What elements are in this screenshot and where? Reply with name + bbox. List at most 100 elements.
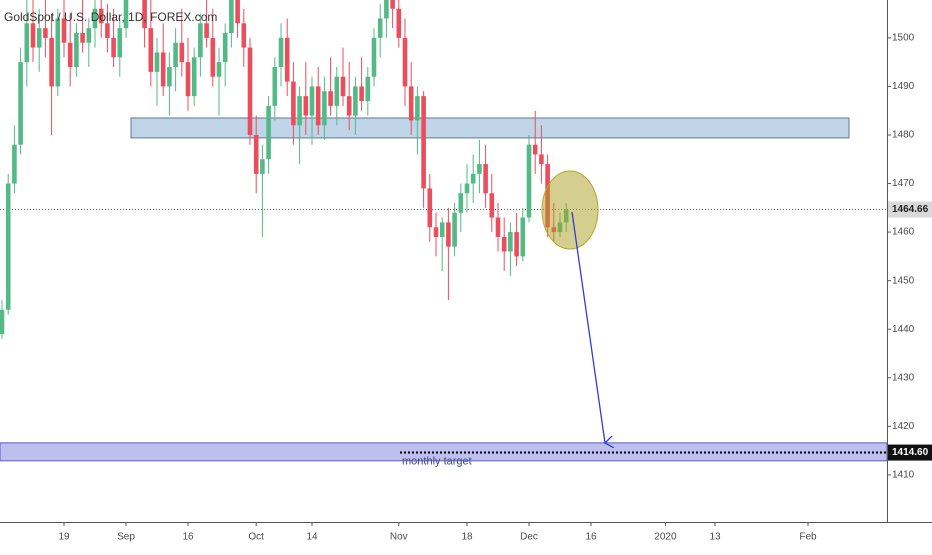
candle-body: [216, 62, 222, 77]
candle-body: [235, 0, 240, 24]
candle-body: [433, 227, 439, 237]
y-tick-label: 1480: [892, 130, 915, 141]
candle-body: [67, 42, 73, 68]
candle-body: [36, 28, 42, 48]
target-arrow: [571, 211, 605, 443]
candle-body: [92, 8, 98, 29]
candle-body: [446, 222, 451, 247]
candle-body: [470, 173, 476, 184]
candle-body: [167, 67, 172, 87]
candle-body: [464, 183, 470, 194]
target-text: monthly target: [402, 455, 472, 467]
candle-body: [61, 18, 67, 43]
x-tick-label: Dec: [520, 532, 538, 543]
y-tick-label: 1470: [892, 178, 915, 189]
candle-body: [266, 105, 271, 160]
candle-body: [86, 28, 92, 43]
candle-body: [371, 37, 377, 77]
candle-body: [179, 42, 185, 63]
candle-body: [365, 76, 371, 102]
candle-body: [111, 37, 116, 58]
candle-body: [489, 193, 495, 218]
candle-body: [390, 0, 395, 9]
candle-body: [501, 236, 507, 252]
candle-body: [43, 28, 48, 38]
y-tick-label: 1500: [892, 33, 915, 44]
candle-body: [458, 193, 464, 213]
candle-body: [346, 96, 352, 116]
candle-body: [526, 144, 532, 218]
candle-body: [278, 37, 284, 68]
candle-body: [421, 96, 426, 189]
resistance-zone: [130, 117, 850, 139]
candle-body: [185, 62, 191, 97]
x-tick-label: Sep: [117, 532, 135, 543]
candle-body: [123, 0, 129, 29]
candle-body: [439, 222, 445, 237]
y-tick-label: 1420: [892, 421, 915, 432]
candle-body: [483, 164, 488, 194]
candle-body: [322, 91, 327, 126]
candle-body: [402, 37, 408, 87]
x-tick-label: Feb: [799, 532, 817, 543]
last-price-box: [888, 201, 932, 218]
highlight-circle: [541, 170, 599, 250]
candle-body: [148, 28, 154, 72]
plot-area: monthly target: [0, 0, 887, 467]
candle-body: [173, 42, 178, 68]
candle-body: [105, 23, 110, 38]
y-tick-label: 1430: [892, 372, 915, 383]
last-price-label: 1464.66: [892, 204, 929, 215]
candle-body: [272, 67, 278, 106]
candle-body: [328, 91, 333, 106]
y-tick-label: 1450: [892, 275, 915, 286]
target-price-label: 1414.60: [892, 447, 929, 458]
candle-body: [377, 18, 383, 38]
candle-body: [495, 217, 501, 237]
candle-body: [315, 86, 321, 126]
candle-body: [191, 57, 197, 97]
chart-title: GoldSpot / U.S. Dollar, 1D, FOREX.com: [4, 10, 217, 24]
target-zone: [0, 442, 887, 462]
candle-body: [55, 18, 61, 87]
candle-body: [117, 28, 123, 58]
candle-body: [477, 164, 482, 174]
candle-body: [284, 37, 290, 82]
candle-body: [415, 96, 420, 121]
x-tick-label: Nov: [390, 532, 408, 543]
candle-body: [353, 86, 358, 116]
candle-body: [18, 62, 23, 145]
candle-body: [160, 52, 166, 87]
candle-body: [520, 217, 526, 257]
candle-body: [80, 33, 85, 43]
candle-body: [30, 23, 36, 48]
candle-body: [241, 23, 247, 48]
y-tick-label: 1440: [892, 324, 915, 335]
candle-body: [309, 86, 315, 116]
candle-body: [229, 0, 234, 34]
x-tick-label: 18: [461, 532, 473, 543]
candle-body: [408, 86, 414, 121]
x-tick-label: 13: [709, 532, 721, 543]
y-tick-label: 1410: [892, 470, 915, 481]
candle-body: [154, 52, 160, 72]
candle-body: [253, 134, 259, 174]
candle-body: [452, 212, 457, 247]
candle-body: [359, 86, 364, 102]
x-tick-label: 14: [306, 532, 318, 543]
y-tick-label: 1460: [892, 227, 915, 238]
target-price-box: [888, 444, 932, 461]
candle-body: [427, 188, 433, 228]
candle-body: [24, 23, 30, 63]
candle-body: [12, 144, 17, 184]
candle-body: [334, 76, 340, 106]
x-tick-label: 16: [182, 532, 194, 543]
candle-body: [532, 144, 538, 155]
x-tick-label: 2020: [654, 532, 677, 543]
candle-body: [260, 159, 265, 174]
candle-body: [142, 0, 147, 29]
candle-body: [98, 8, 104, 24]
candle-body: [198, 23, 203, 58]
